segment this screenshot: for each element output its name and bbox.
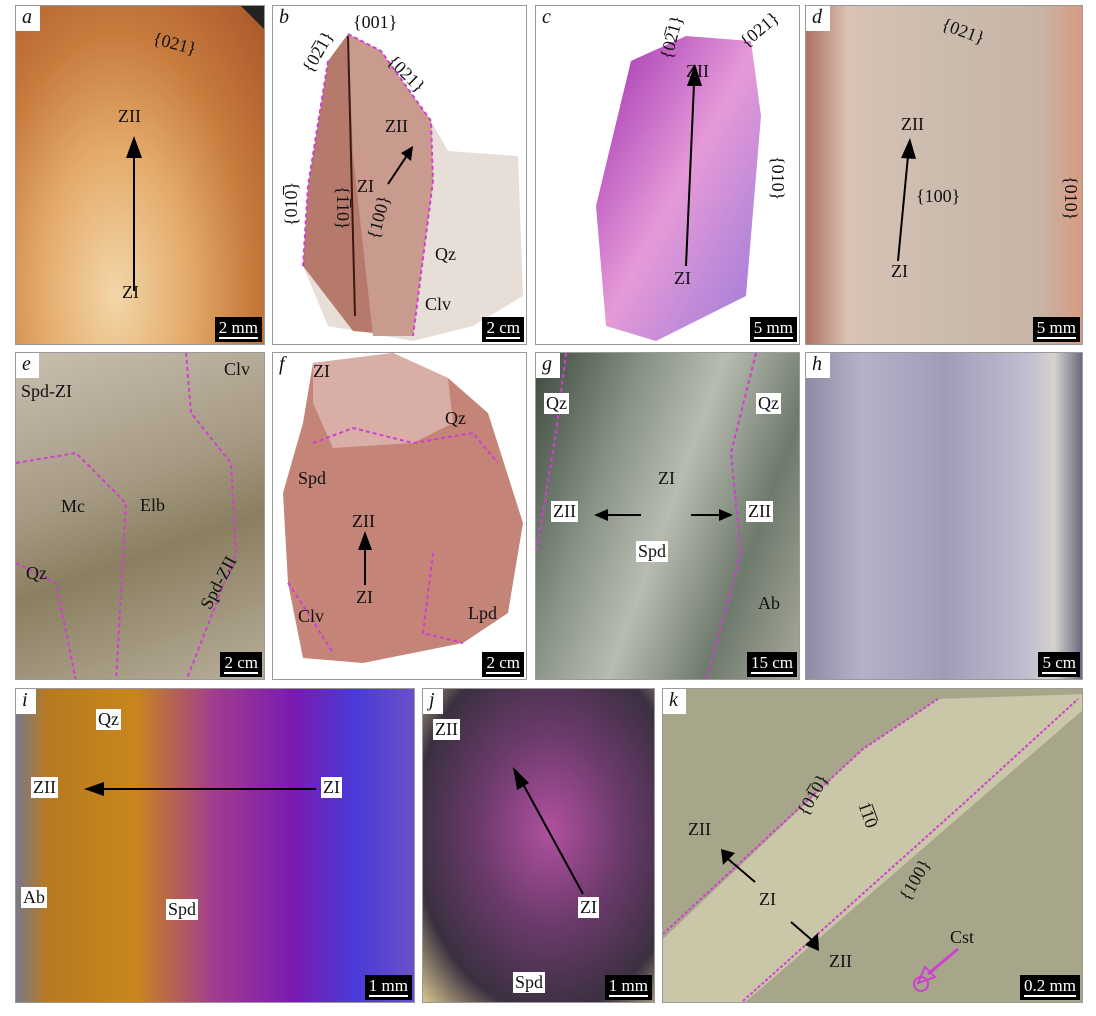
arrow-zi-zii [126,6,264,291]
zone-label: ZI [578,897,599,918]
panel-j: j ZII ZI Spd 1 mm [422,688,655,1003]
panel-letter: g [536,353,560,378]
scale-bar: 2 mm [214,317,262,342]
mineral-label: Lpd [468,603,497,623]
zone-label: ZII [688,819,711,839]
panel-c: c {02̅1} {021} ZII ZI {010} 5 mm [535,5,800,345]
zone-label: ZII [118,106,141,126]
mineral-label: Cst [950,927,975,947]
panel-g: g Qz Qz ZII ZI ZII Spd Ab 15 cm [535,352,800,680]
zone-label: ZII [901,114,924,134]
scale-bar: 5 cm [1038,652,1080,677]
zone-label: ZII [746,501,773,522]
specimen-image [283,353,523,663]
mineral-label: Qz [435,244,456,264]
zone-label: ZI [356,587,373,607]
zone-label: ZI [891,261,908,281]
face-label: {010} [768,156,788,201]
scale-bar: 2 cm [220,652,262,677]
panel-a: a {021} ZII ZI 2 mm [15,5,265,345]
face-label: {1̅10} [333,186,353,230]
scale-bar: 0.2 mm [1020,975,1080,1000]
scale-bar: 5 mm [1032,317,1080,342]
mineral-label: Spd [636,541,669,562]
zone-label: ZI [313,361,330,381]
scale-bar: 1 mm [604,975,652,1000]
mineral-label: Qz [26,563,47,583]
zone-label: ZI [759,889,776,909]
panel-letter: k [663,689,686,714]
zone-label: ZII [829,951,852,971]
panel-letter: i [16,689,36,714]
panel-e: e Spd-ZI Clv Mc Elb Spd-ZII Qz 2 cm [15,352,265,680]
zone-label: ZII [551,501,578,522]
mineral-label: Qz [756,393,781,414]
mineral-label: Elb [140,495,165,515]
zone-label: ZII [352,511,375,531]
scale-bar: 1 mm [364,975,412,1000]
mineral-label: Spd [513,972,546,993]
panel-letter: j [423,689,443,714]
zone-label: ZII [686,61,709,81]
zone-label: ZI [674,268,691,288]
boundary-lines [536,353,757,679]
mineral-label: Qz [445,408,466,428]
zone-label: ZII [433,719,460,740]
crystal-image [663,694,1082,1002]
specimen-image [596,36,761,341]
panel-letter: h [806,353,830,378]
face-label: {001} [353,12,398,32]
panel-letter: f [273,353,293,378]
zone-label: ZI [321,777,342,798]
specimen-image [302,33,523,341]
zone-label: ZI [658,468,675,488]
arrow-zi-zii [84,782,316,796]
panel-k: k {01̅0} 1̅1̅0 ZII ZI {100} ZII Cst 0.2 … [662,688,1083,1003]
arrow-zi-zii [513,767,584,895]
mineral-label: Spd [166,899,199,920]
mineral-label: Qz [96,709,121,730]
mineral-label: Ab [21,887,47,908]
scale-bar: 15 cm [746,652,797,677]
zone-label: ZII [385,116,408,136]
zone-label: ZI [122,282,139,302]
mineral-label: Mc [61,496,85,516]
panel-h: h 5 cm [805,352,1083,680]
scale-bar: 2 cm [482,652,524,677]
boundary-lines [16,353,238,679]
face-label: {010̅} [281,181,301,226]
mineral-label: Clv [224,359,251,379]
panel-letter: a [16,6,40,31]
panel-letter: d [806,6,830,31]
mineral-label: Spd [298,468,327,488]
arrow-zi-zii [897,138,916,262]
zone-label: ZII [31,777,58,798]
mineral-label: Ab [758,593,780,613]
scale-bar: 5 mm [749,317,797,342]
face-label: {100} [916,186,961,206]
panel-letter: c [536,6,559,31]
panel-d: d {021} ZII {100} ZI {010} 5 mm [805,5,1083,345]
panel-i: i Qz ZII ZI Ab Spd 1 mm [15,688,415,1003]
panel-letter: e [16,353,39,378]
mineral-label: Qz [544,393,569,414]
scale-bar: 2 cm [482,317,524,342]
face-label: {010} [1061,176,1081,221]
zone-label: ZI [357,176,374,196]
mineral-label: Clv [425,294,452,314]
panel-b: b {02̅1} {001} {021} ZII ZI {100} {1̅10}… [272,5,527,345]
panel-f: f ZI Qz Spd ZII ZI Clv Lpd 2 cm [272,352,527,680]
mineral-label: Clv [298,606,325,626]
panel-letter: b [273,6,297,31]
mineral-label: Spd-ZI [21,381,72,401]
